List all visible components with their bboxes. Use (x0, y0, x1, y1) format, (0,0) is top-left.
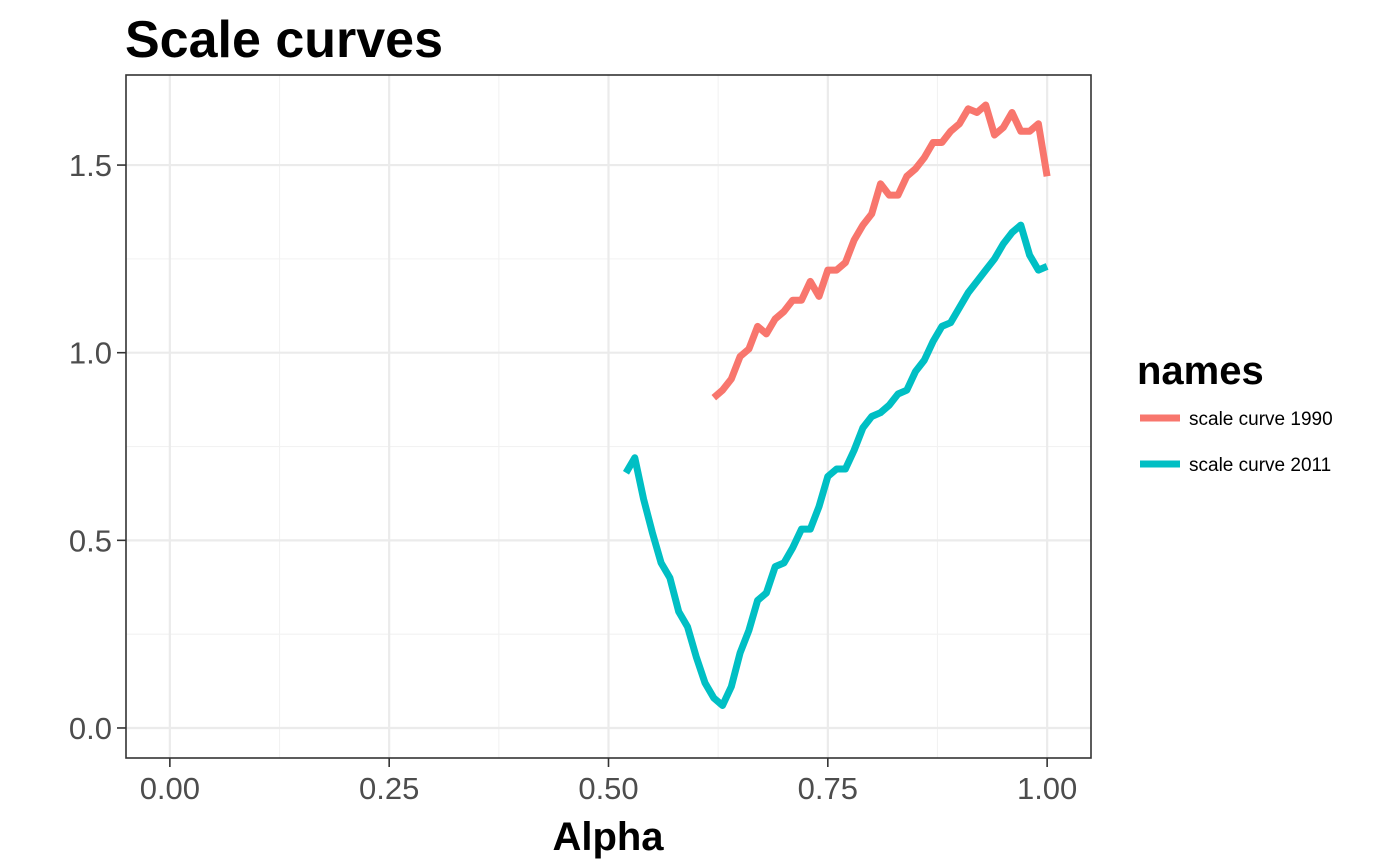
series-line-1 (711, 101, 1051, 401)
x-tick-label: 0.25 (359, 771, 419, 806)
gridlines (126, 75, 1091, 758)
y-tick-label: 0.0 (69, 711, 112, 746)
legend-label: scale curve 2011 (1189, 455, 1331, 476)
x-tick-label: 0.75 (798, 771, 858, 806)
legend-items: scale curve 1990 scale curve 2011 (1140, 409, 1333, 476)
legend-title: names (1137, 349, 1264, 393)
x-tick-label: 0.50 (578, 771, 638, 806)
y-tick-label: 1.0 (69, 336, 112, 371)
series-lines (622, 101, 1051, 709)
x-axis-title: Alpha (552, 815, 664, 859)
y-tick-label: 0.5 (69, 523, 112, 558)
legend: names scale curve 1990 scale curve 2011 (1137, 349, 1333, 476)
series-line-2 (622, 221, 1049, 709)
y-tick-label: 1.5 (69, 148, 112, 183)
chart-title: Scale curves (125, 11, 443, 69)
x-tick-label: 1.00 (1017, 771, 1077, 806)
legend-label: scale curve 1990 (1189, 409, 1333, 430)
axis-ticks: 0.00 0.25 0.50 0.75 1.00 0.0 0.5 1.0 1.5 (69, 148, 1077, 806)
x-tick-label: 0.00 (140, 771, 200, 806)
